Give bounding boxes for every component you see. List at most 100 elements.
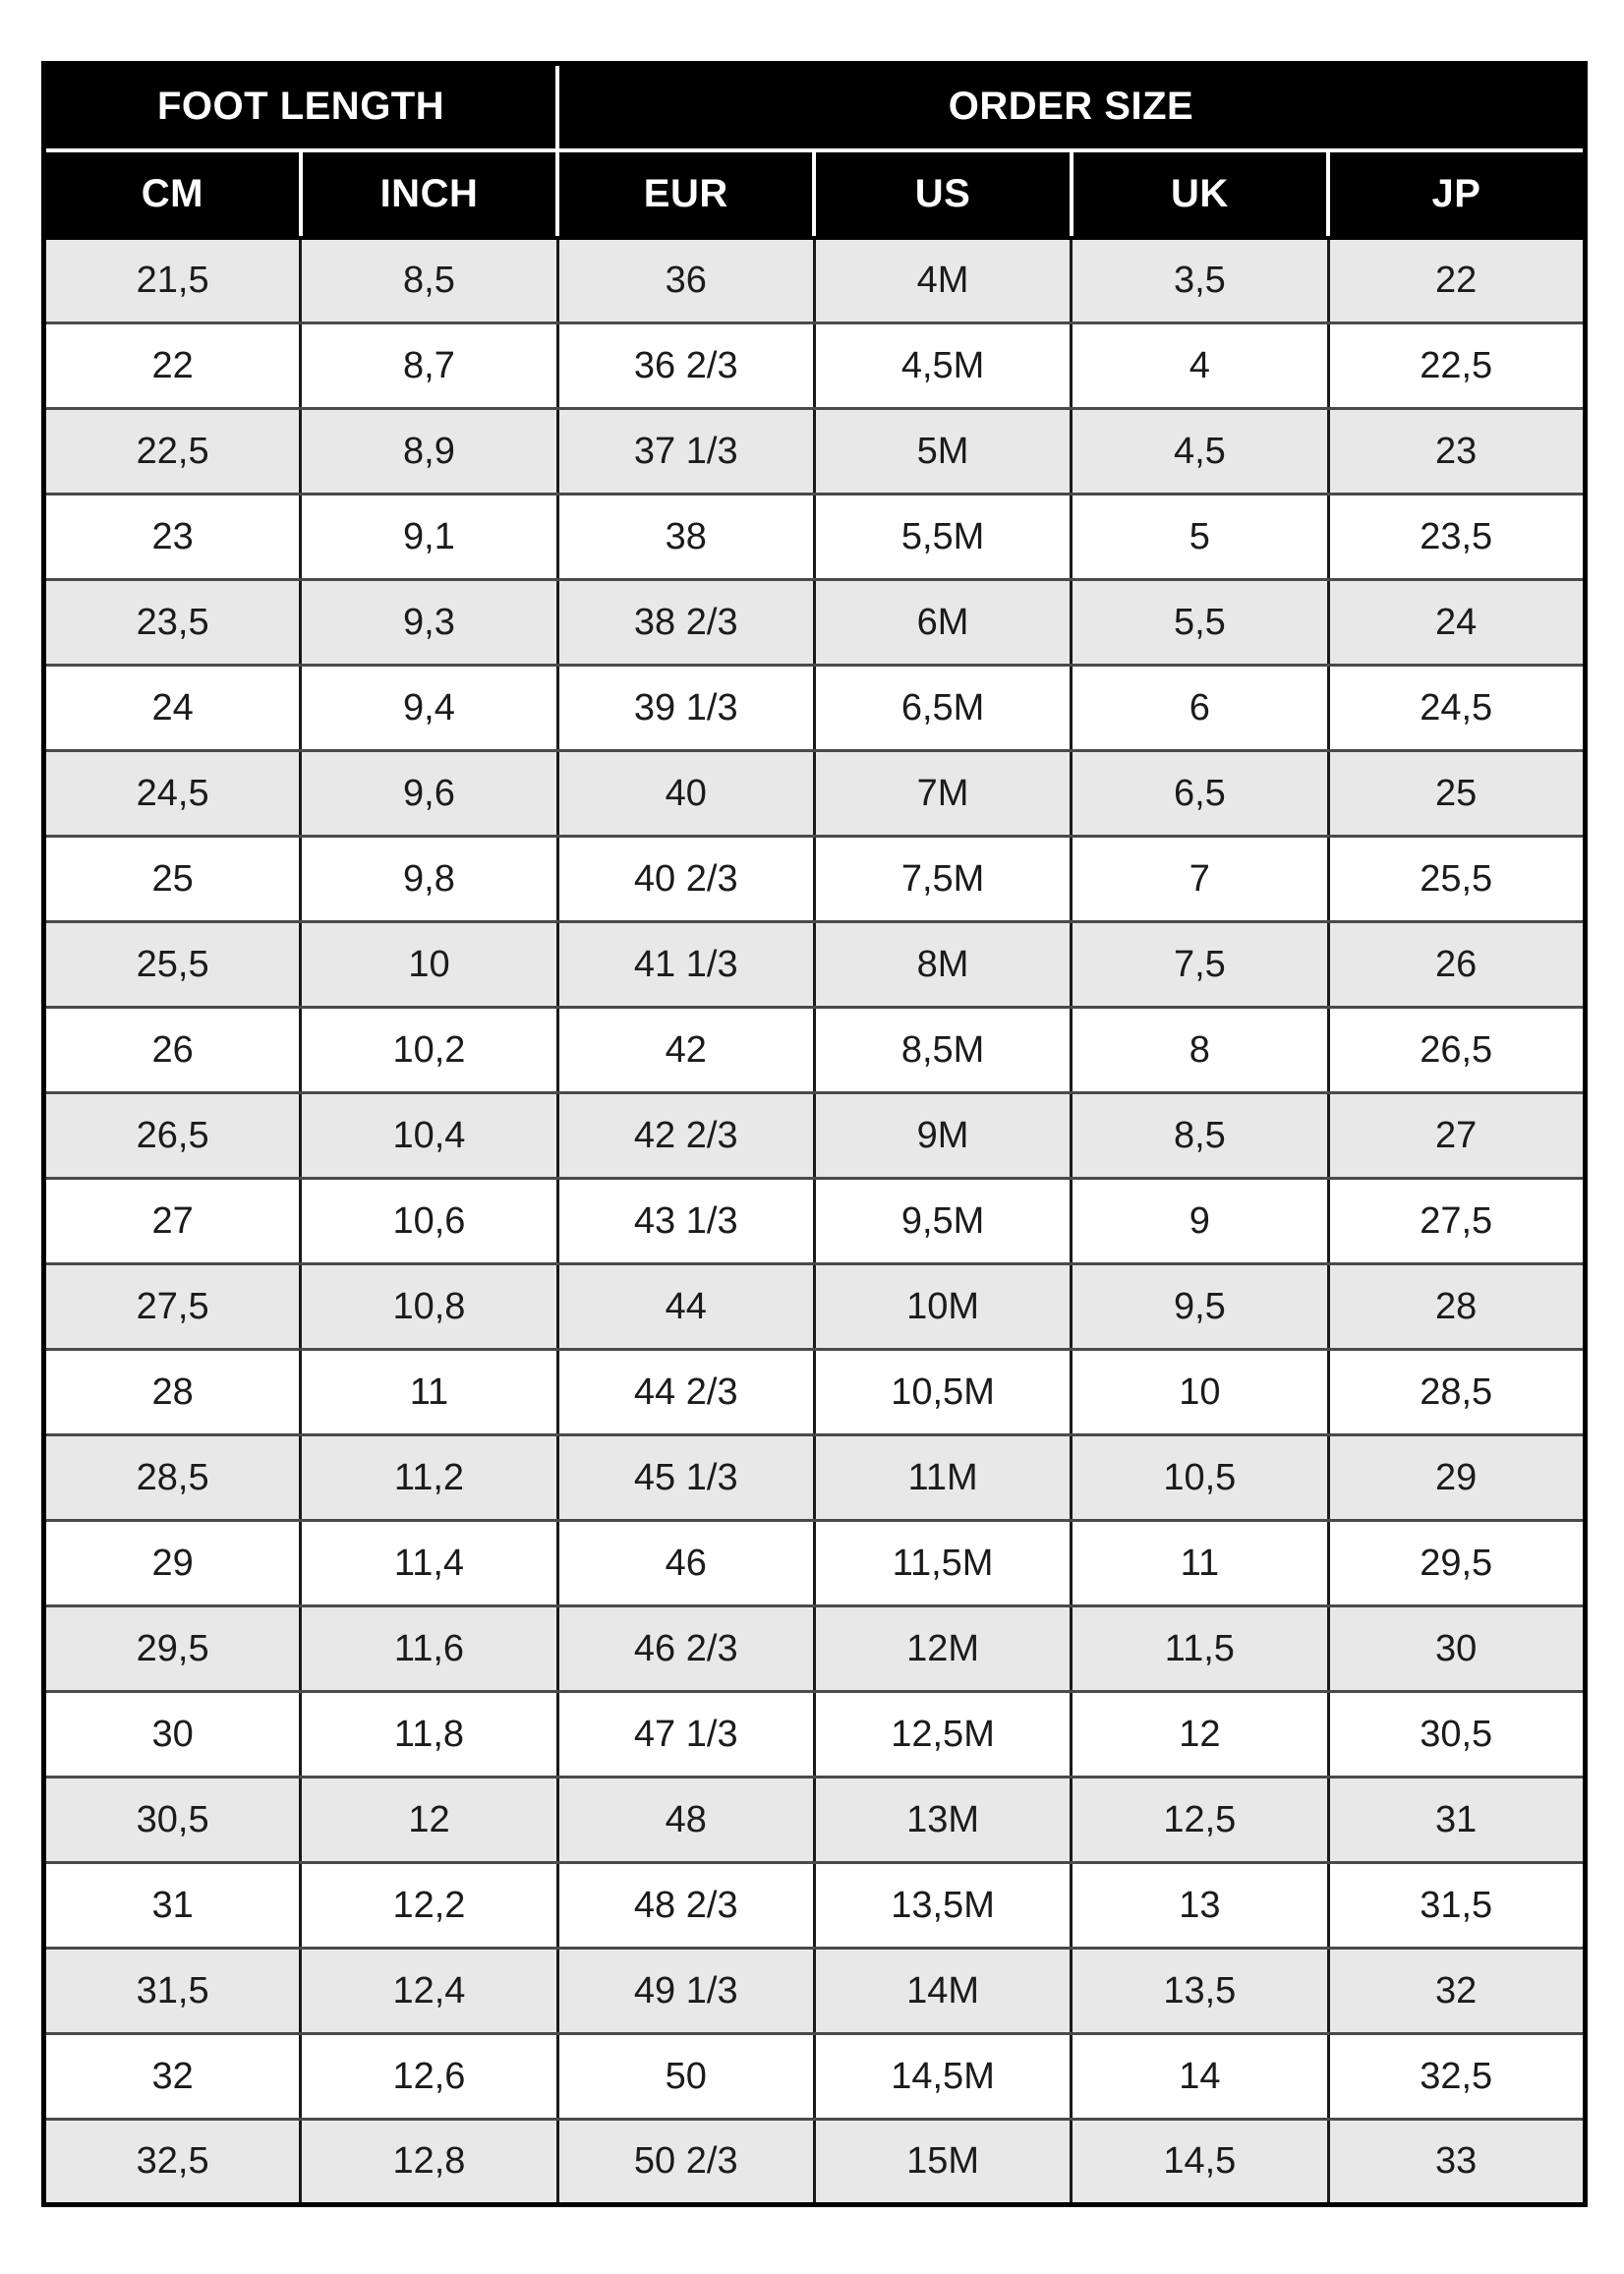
table-row: 22,5 8,9 37 1/3 5M 4,5 23 bbox=[43, 408, 1586, 496]
cell-uk: 3,5 bbox=[1071, 237, 1330, 324]
cell-uk: 9,5 bbox=[1071, 1263, 1330, 1351]
cell-cm: 26,5 bbox=[43, 1092, 303, 1180]
cell-uk: 14 bbox=[1071, 2033, 1330, 2121]
column-header-inch: INCH bbox=[300, 149, 560, 240]
table-row: 31 12,2 48 2/3 13,5M 13 31,5 bbox=[43, 1862, 1586, 1950]
cell-inch: 12,6 bbox=[300, 2033, 559, 2121]
table-row: 30 11,8 47 1/3 12,5M 12 30,5 bbox=[43, 1691, 1586, 1778]
cell-jp: 22 bbox=[1328, 237, 1586, 324]
cell-jp: 23,5 bbox=[1328, 494, 1586, 581]
cell-jp: 31 bbox=[1328, 1777, 1586, 1864]
cell-eur: 42 bbox=[557, 1007, 816, 1094]
header-group-order-size: ORDER SIZE bbox=[557, 63, 1586, 152]
cell-inch: 8,5 bbox=[300, 237, 559, 324]
cell-us: 12M bbox=[814, 1605, 1073, 1693]
cell-cm: 25 bbox=[43, 836, 303, 923]
cell-jp: 23 bbox=[1328, 408, 1586, 496]
cell-inch: 12,8 bbox=[300, 2119, 559, 2205]
column-header-eur: EUR bbox=[557, 149, 817, 240]
cell-inch: 8,7 bbox=[300, 322, 559, 410]
cell-inch: 12 bbox=[300, 1777, 559, 1864]
cell-jp: 28 bbox=[1328, 1263, 1586, 1351]
cell-cm: 29,5 bbox=[43, 1605, 303, 1693]
cell-cm: 30,5 bbox=[43, 1777, 303, 1864]
table-row: 24 9,4 39 1/3 6,5M 6 24,5 bbox=[43, 665, 1586, 752]
cell-cm: 29 bbox=[43, 1520, 303, 1607]
cell-us: 6,5M bbox=[814, 665, 1073, 752]
cell-inch: 11,6 bbox=[300, 1605, 559, 1693]
cell-uk: 6,5 bbox=[1071, 750, 1330, 838]
cell-eur: 40 bbox=[557, 750, 816, 838]
cell-jp: 26 bbox=[1328, 921, 1586, 1009]
cell-uk: 9 bbox=[1071, 1178, 1330, 1265]
cell-eur: 40 2/3 bbox=[557, 836, 816, 923]
cell-cm: 25,5 bbox=[43, 921, 303, 1009]
cell-jp: 28,5 bbox=[1328, 1349, 1586, 1436]
cell-uk: 12 bbox=[1071, 1691, 1330, 1778]
cell-jp: 32 bbox=[1328, 1948, 1586, 2035]
cell-cm: 23 bbox=[43, 494, 303, 581]
cell-uk: 6 bbox=[1071, 665, 1330, 752]
cell-us: 14,5M bbox=[814, 2033, 1073, 2121]
cell-eur: 49 1/3 bbox=[557, 1948, 816, 2035]
cell-jp: 26,5 bbox=[1328, 1007, 1586, 1094]
cell-uk: 14,5 bbox=[1071, 2119, 1330, 2205]
cell-us: 13M bbox=[814, 1777, 1073, 1864]
cell-uk: 11,5 bbox=[1071, 1605, 1330, 1693]
cell-jp: 30,5 bbox=[1328, 1691, 1586, 1778]
table-row: 26,5 10,4 42 2/3 9M 8,5 27 bbox=[43, 1092, 1586, 1180]
cell-jp: 27 bbox=[1328, 1092, 1586, 1180]
cell-us: 15M bbox=[814, 2119, 1073, 2205]
cell-inch: 8,9 bbox=[300, 408, 559, 496]
cell-eur: 43 1/3 bbox=[557, 1178, 816, 1265]
cell-uk: 8,5 bbox=[1071, 1092, 1330, 1180]
column-header-us: US bbox=[814, 149, 1073, 240]
cell-uk: 12,5 bbox=[1071, 1777, 1330, 1864]
cell-cm: 23,5 bbox=[43, 579, 303, 667]
table-row: 23 9,1 38 5,5M 5 23,5 bbox=[43, 494, 1586, 581]
table-row: 27 10,6 43 1/3 9,5M 9 27,5 bbox=[43, 1178, 1586, 1265]
cell-uk: 7 bbox=[1071, 836, 1330, 923]
cell-us: 10,5M bbox=[814, 1349, 1073, 1436]
table-row: 21,5 8,5 36 4M 3,5 22 bbox=[43, 237, 1586, 324]
cell-eur: 45 1/3 bbox=[557, 1434, 816, 1522]
header-group-row: FOOT LENGTH ORDER SIZE bbox=[43, 63, 1586, 152]
cell-eur: 50 bbox=[557, 2033, 816, 2121]
table-row: 22 8,7 36 2/3 4,5M 4 22,5 bbox=[43, 322, 1586, 410]
cell-jp: 32,5 bbox=[1328, 2033, 1586, 2121]
cell-eur: 36 2/3 bbox=[557, 322, 816, 410]
cell-eur: 44 2/3 bbox=[557, 1349, 816, 1436]
header-unit-row: CM INCH EUR US UK JP bbox=[43, 149, 1586, 240]
table-row: 32,5 12,8 50 2/3 15M 14,5 33 bbox=[43, 2119, 1586, 2205]
table-row: 25,5 10 41 1/3 8M 7,5 26 bbox=[43, 921, 1586, 1009]
column-header-jp: JP bbox=[1328, 149, 1586, 240]
cell-uk: 5 bbox=[1071, 494, 1330, 581]
cell-us: 6M bbox=[814, 579, 1073, 667]
cell-jp: 25,5 bbox=[1328, 836, 1586, 923]
cell-cm: 24 bbox=[43, 665, 303, 752]
cell-inch: 11,8 bbox=[300, 1691, 559, 1778]
cell-uk: 4,5 bbox=[1071, 408, 1330, 496]
cell-cm: 26 bbox=[43, 1007, 303, 1094]
cell-cm: 32,5 bbox=[43, 2119, 303, 2205]
cell-eur: 39 1/3 bbox=[557, 665, 816, 752]
cell-us: 5M bbox=[814, 408, 1073, 496]
cell-uk: 4 bbox=[1071, 322, 1330, 410]
cell-inch: 9,1 bbox=[300, 494, 559, 581]
cell-jp: 29,5 bbox=[1328, 1520, 1586, 1607]
cell-inch: 11 bbox=[300, 1349, 559, 1436]
column-header-cm: CM bbox=[43, 149, 303, 240]
table-row: 30,5 12 48 13M 12,5 31 bbox=[43, 1777, 1586, 1864]
cell-jp: 29 bbox=[1328, 1434, 1586, 1522]
cell-eur: 36 bbox=[557, 237, 816, 324]
cell-inch: 10,8 bbox=[300, 1263, 559, 1351]
cell-inch: 10,2 bbox=[300, 1007, 559, 1094]
cell-jp: 27,5 bbox=[1328, 1178, 1586, 1265]
cell-eur: 41 1/3 bbox=[557, 921, 816, 1009]
header-group-foot-length: FOOT LENGTH bbox=[43, 63, 560, 152]
cell-us: 4M bbox=[814, 237, 1073, 324]
cell-uk: 10 bbox=[1071, 1349, 1330, 1436]
cell-cm: 27 bbox=[43, 1178, 303, 1265]
cell-jp: 30 bbox=[1328, 1605, 1586, 1693]
cell-eur: 47 1/3 bbox=[557, 1691, 816, 1778]
